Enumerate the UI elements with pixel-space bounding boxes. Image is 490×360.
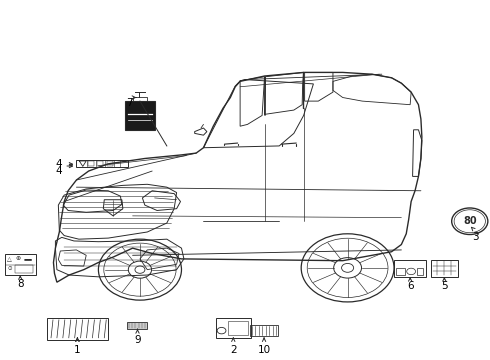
Bar	[97, 161, 103, 166]
Bar	[133, 97, 147, 101]
Bar	[216, 318, 251, 338]
Bar	[127, 322, 147, 329]
Text: 1: 1	[74, 345, 81, 355]
Bar	[396, 268, 405, 275]
Text: 4: 4	[55, 159, 62, 169]
Text: ▬▬: ▬▬	[24, 256, 33, 261]
Bar	[416, 268, 423, 275]
Bar	[4, 253, 36, 275]
Bar	[88, 161, 94, 166]
Text: 80: 80	[463, 216, 477, 226]
Bar	[107, 161, 113, 166]
Text: 6: 6	[407, 281, 414, 291]
Text: 4: 4	[55, 166, 62, 176]
Bar	[15, 265, 33, 273]
Bar	[250, 325, 278, 336]
Bar	[228, 321, 248, 335]
Text: 7: 7	[126, 98, 133, 108]
Text: △: △	[7, 256, 12, 261]
Text: 5: 5	[441, 281, 448, 291]
Text: 9: 9	[134, 335, 141, 345]
Text: 8: 8	[17, 279, 24, 289]
Text: ⊕: ⊕	[16, 256, 21, 261]
Text: 10: 10	[257, 345, 270, 355]
Bar	[47, 318, 108, 339]
Bar	[125, 101, 155, 130]
Bar	[394, 260, 426, 277]
Text: 2: 2	[230, 345, 237, 355]
Bar	[76, 159, 128, 167]
Text: ⊙: ⊙	[7, 266, 12, 271]
Bar	[431, 260, 458, 277]
Text: 3: 3	[472, 232, 479, 242]
